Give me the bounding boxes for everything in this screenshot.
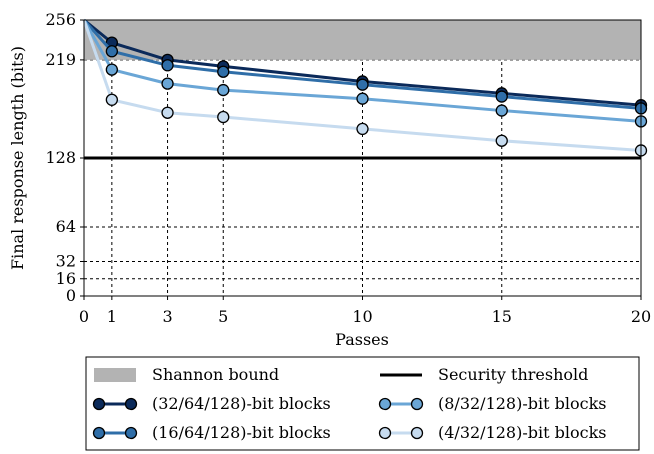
legend-item: (4/32/128)-bit blocks xyxy=(378,423,606,442)
legend-item: (32/64/128)-bit blocks xyxy=(92,394,331,413)
shannon-bound-band xyxy=(84,20,641,60)
data-point xyxy=(356,92,369,105)
legend-item: (16/64/128)-bit blocks xyxy=(92,423,331,442)
legend-marker xyxy=(92,426,106,440)
data-point xyxy=(356,78,369,91)
x-tick-label: 20 xyxy=(631,307,651,326)
y-tick-label: 128 xyxy=(45,148,76,167)
data-point xyxy=(495,90,508,103)
legend-swatch xyxy=(94,368,136,382)
data-point xyxy=(105,63,118,76)
legend-marker xyxy=(92,397,106,411)
x-tick-label: 5 xyxy=(218,307,228,326)
y-tick-label: 16 xyxy=(56,269,76,288)
data-point xyxy=(105,45,118,58)
data-point xyxy=(217,110,230,124)
legend-marker xyxy=(410,426,424,440)
data-point xyxy=(356,122,369,136)
series-2 xyxy=(82,19,648,115)
legend-item: (8/32/128)-bit blocks xyxy=(378,394,606,413)
y-tick-label: 0 xyxy=(66,286,76,305)
series-lines xyxy=(82,18,648,157)
legend-label: (8/32/128)-bit blocks xyxy=(438,394,606,413)
y-tick-label: 256 xyxy=(45,10,76,29)
y-axis-label: Final response length (bits) xyxy=(8,46,27,270)
x-axis: 0 1 3 5 10 15 20 xyxy=(79,296,651,326)
legend-item: Security threshold xyxy=(380,365,588,384)
legend-marker xyxy=(410,397,424,411)
shannon-bound-area xyxy=(84,20,641,60)
x-tick-label: 3 xyxy=(162,307,172,326)
x-axis-label: Passes xyxy=(335,330,389,349)
series-3 xyxy=(82,19,648,128)
series-4 xyxy=(82,19,648,157)
data-point xyxy=(161,77,174,90)
legend-marker xyxy=(378,426,392,440)
legend-label: (4/32/128)-bit blocks xyxy=(438,423,606,442)
legend-label: Security threshold xyxy=(438,365,588,384)
x-tick-label: 0 xyxy=(79,307,89,326)
data-point xyxy=(217,83,230,97)
x-tick-label: 10 xyxy=(352,307,372,326)
legend-marker xyxy=(124,426,138,440)
legend-box xyxy=(85,356,640,451)
legend-marker xyxy=(378,397,392,411)
legend-label: Shannon bound xyxy=(152,365,279,384)
legend-marker xyxy=(124,397,138,411)
y-tick-label: 219 xyxy=(45,50,76,69)
x-tick-label: 1 xyxy=(107,307,117,326)
data-point xyxy=(495,104,508,117)
y-tick-label: 64 xyxy=(56,217,76,236)
data-point xyxy=(161,59,174,72)
legend-label: (16/64/128)-bit blocks xyxy=(152,423,331,442)
legend: Shannon bound Security threshold (32/64/12… xyxy=(85,356,640,451)
legend-label: (32/64/128)-bit blocks xyxy=(152,394,331,413)
legend-item: Shannon bound xyxy=(94,365,279,384)
x-tick-label: 15 xyxy=(492,307,512,326)
data-point xyxy=(161,106,174,119)
y-tick-label: 32 xyxy=(56,252,76,271)
data-point xyxy=(217,65,230,78)
data-point xyxy=(105,93,118,106)
data-point xyxy=(495,134,508,147)
